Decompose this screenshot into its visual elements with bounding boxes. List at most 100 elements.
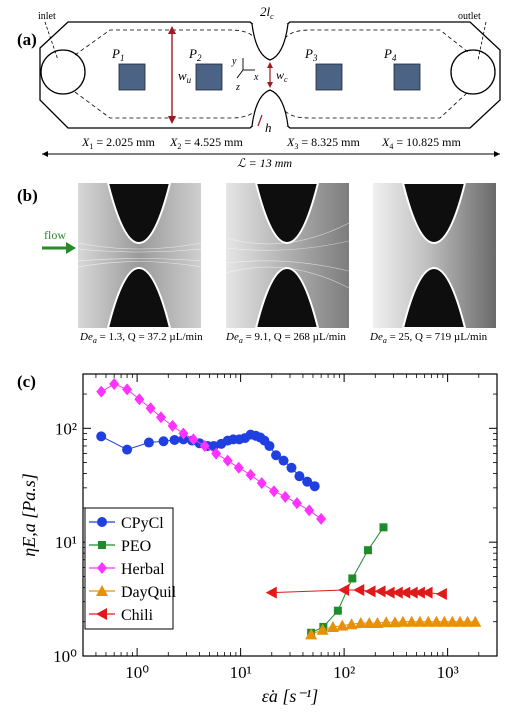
legend-marker-1 [98, 541, 106, 549]
sensor-p3 [315, 63, 343, 91]
point-herbal-14 [256, 477, 267, 490]
flow-image-3 [373, 183, 496, 328]
point-herbal-18 [304, 504, 315, 517]
point-herbal-5 [155, 411, 166, 424]
point-herbal-15 [268, 485, 279, 498]
point-dayquil-17 [454, 615, 467, 627]
point-herbal-10 [211, 447, 222, 460]
outlet-label: outlet [458, 11, 481, 22]
point-herbal-13 [245, 468, 256, 481]
position-x2: X2 = 4.525 mm [169, 135, 243, 151]
x-tick-label-0: 10⁰ [125, 663, 149, 682]
outlet-pointer [477, 21, 487, 61]
inner-channel-bottom [74, 91, 259, 119]
sensor-p1 [118, 63, 146, 91]
point-cpycl-25 [309, 481, 320, 492]
point-herbal-12 [233, 461, 244, 474]
sensor-label-p2: P2 [188, 46, 202, 63]
inner-channel-top [74, 29, 259, 56]
sensor-p4 [393, 63, 421, 91]
extensional-viscosity-chart: 10⁰ 10¹ 10² 10³ 10⁰ 10¹ 10² ε̇a [s⁻¹] ηE,a [Pa.s… [19, 373, 498, 706]
panel-c-label: (c) [17, 372, 36, 391]
x-tick-label-2: 10² [333, 663, 355, 682]
legend-label-1: PEO [121, 538, 151, 555]
legend-label-4: Chili [121, 607, 154, 624]
point-dayquil-0 [305, 628, 318, 640]
point-dayquil-6 [363, 616, 376, 628]
point-herbal-3 [134, 393, 145, 406]
point-peo-4 [363, 546, 372, 555]
length-label: 2lc [260, 4, 274, 21]
point-chili-9 [413, 586, 425, 599]
point-cpycl-4 [169, 434, 180, 445]
axis-z-label: z [235, 82, 240, 93]
point-herbal-19 [316, 512, 327, 525]
point-peo-3 [348, 574, 357, 583]
width-label: wu [178, 68, 192, 85]
point-chili-2 [353, 583, 365, 596]
depth-label: h [265, 120, 272, 135]
position-x4: X4 = 10.825 mm [381, 135, 461, 151]
inner-channel-bottom-right [281, 91, 469, 119]
legend-marker-0 [97, 517, 107, 527]
legend-label-3: DayQuil [121, 584, 177, 601]
point-herbal-6 [167, 419, 178, 432]
point-chili-11 [435, 588, 447, 601]
point-dayquil-14 [430, 615, 443, 627]
point-chili-3 [364, 585, 376, 598]
point-dayquil-5 [354, 616, 367, 628]
sensor-p2 [195, 63, 223, 91]
flow-image-2 [226, 183, 349, 328]
axis-y-label: y [231, 56, 237, 67]
legend-marker-2 [97, 562, 107, 574]
y-axis-label: ηE,a [Pa.s] [19, 473, 39, 556]
point-herbal-8 [188, 433, 199, 446]
panel-b-label: (b) [17, 186, 38, 205]
sensor-label-p4: P4 [383, 46, 397, 63]
point-chili-0 [265, 586, 277, 599]
point-herbal-2 [122, 383, 133, 396]
caption-2: Dea = 9.1, Q = 268 µL/min [226, 331, 346, 346]
contraction-top [251, 23, 289, 61]
point-dayquil-12 [413, 615, 426, 627]
channel-schematic: P1 P2 P3 P4 inlet outlet wu wc 2lc y x z… [38, 4, 501, 170]
point-cpycl-19 [264, 440, 275, 451]
x-axis-label: ε̇a [s⁻¹] [262, 686, 319, 706]
point-dayquil-1 [316, 623, 329, 635]
sensor-label-p3: P3 [304, 46, 318, 63]
point-herbal-16 [280, 490, 291, 503]
point-herbal-17 [291, 497, 302, 510]
legend-label-2: Herbal [121, 561, 165, 578]
point-dayquil-2 [326, 620, 339, 632]
point-cpycl-0 [96, 431, 107, 442]
axis-x-label: x [253, 72, 259, 83]
point-dayquil-8 [380, 616, 393, 628]
legend-label-0: CPyCl [121, 515, 164, 532]
point-chili-4 [374, 585, 386, 598]
y-tick-label-1: 10¹ [55, 533, 77, 552]
point-peo-2 [333, 606, 342, 615]
point-herbal-11 [222, 454, 233, 467]
point-cpycl-20 [271, 450, 282, 461]
legend-marker-4 [96, 608, 107, 620]
total-length-label: ℒ = 13 mm [237, 156, 292, 170]
outlet-circle [450, 49, 496, 95]
sensor-label-p1: P1 [111, 46, 124, 63]
y-tick-label-2: 10² [55, 419, 77, 438]
point-dayquil-16 [446, 615, 459, 627]
position-x1: X1 = 2.025 mm [81, 135, 155, 151]
point-dayquil-9 [388, 616, 401, 628]
point-dayquil-18 [461, 615, 474, 627]
point-herbal-1 [109, 378, 120, 391]
point-cpycl-3 [158, 436, 169, 447]
point-dayquil-11 [405, 615, 418, 627]
position-x3: X3 = 8.325 mm [286, 135, 360, 151]
point-dayquil-15 [438, 615, 451, 627]
caption-1: Dea = 1.3, Q = 37.2 µL/min [80, 331, 203, 346]
legend-marker-3 [96, 585, 108, 596]
point-cpycl-24 [302, 476, 313, 487]
x-tick-label-1: 10¹ [230, 663, 252, 682]
panel-a-label: (a) [17, 30, 37, 49]
inlet-pointer [44, 21, 59, 61]
inlet-label: inlet [38, 11, 56, 22]
